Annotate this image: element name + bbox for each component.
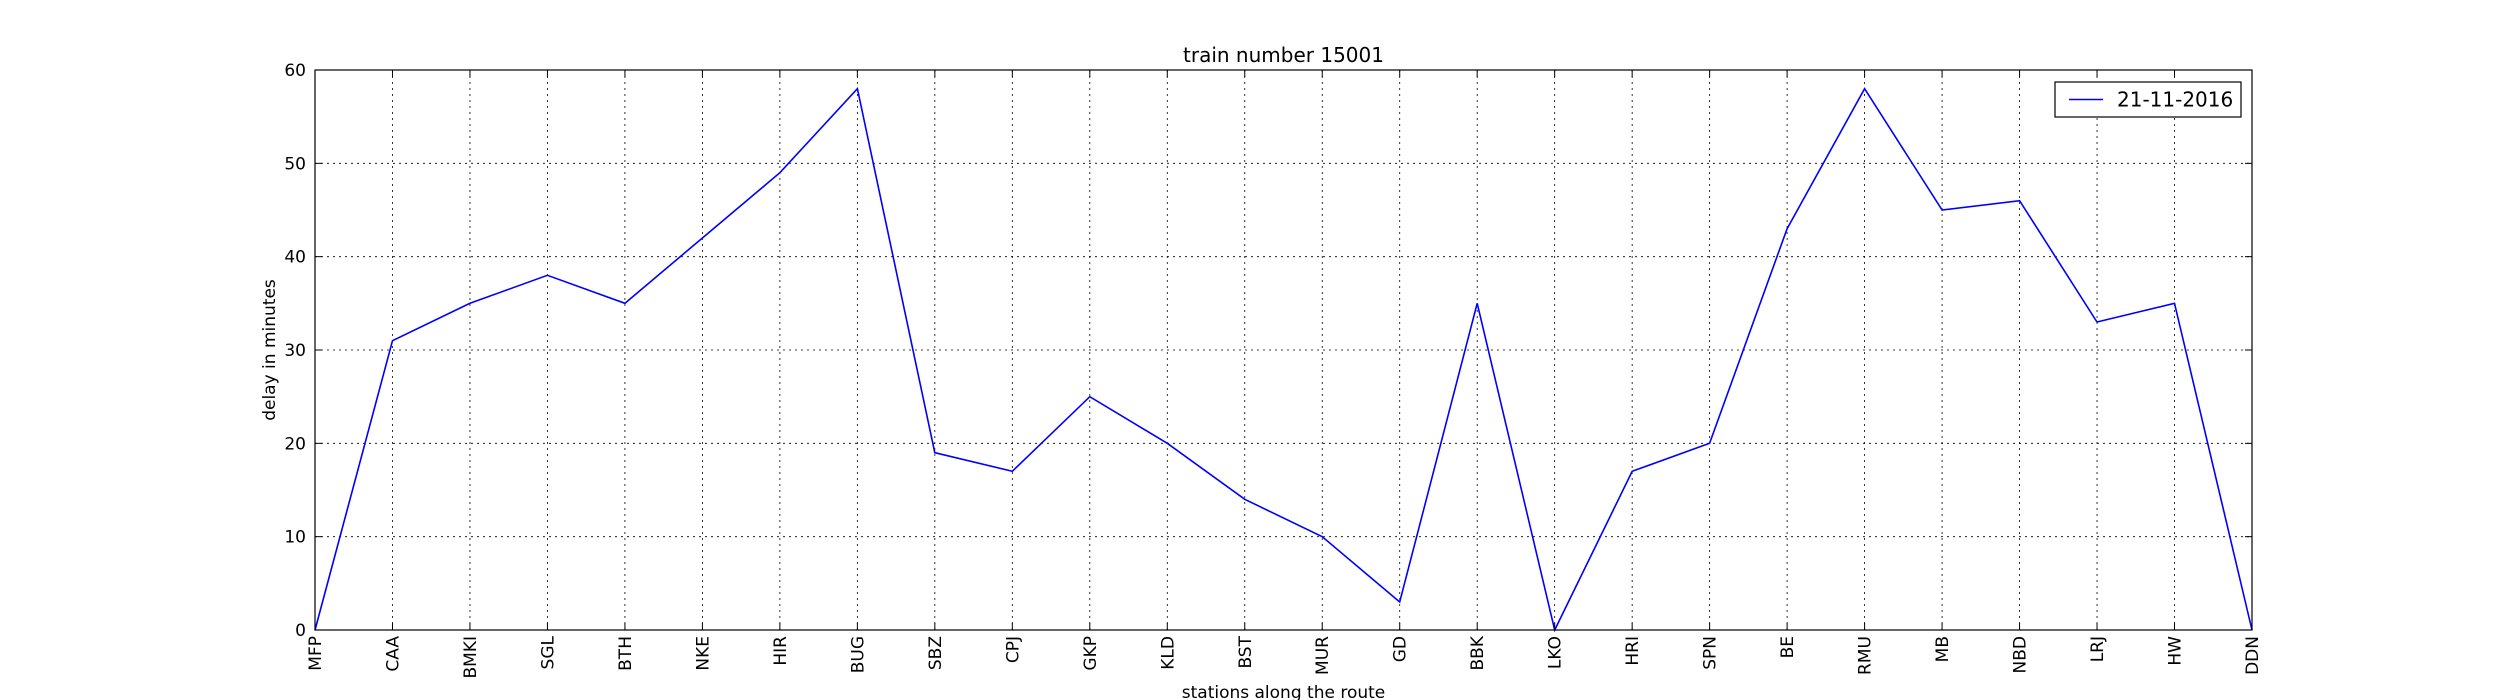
x-tick-label: CPJ: [1003, 636, 1023, 663]
x-tick-label: BMKI: [461, 636, 481, 679]
x-tick-label: BBK: [1468, 635, 1488, 670]
x-tick-label: BTH: [616, 636, 636, 671]
x-tick-label: LRJ: [2088, 636, 2108, 662]
legend: 21-11-2016: [2054, 81, 2242, 118]
x-axis-label: stations along the route: [1182, 683, 1386, 700]
x-tick-label: NKE: [693, 636, 713, 671]
x-tick-label: NBD: [2011, 636, 2031, 673]
y-tick-label: 0: [295, 621, 306, 641]
y-tick-label: 50: [284, 154, 306, 174]
y-tick-label: 60: [284, 61, 306, 81]
x-tick-label: HRI: [1623, 636, 1643, 666]
x-tick-label: KLD: [1158, 636, 1178, 670]
x-tick-label: MB: [1933, 636, 1953, 662]
ticks: MFP CAA BMKI SGL BTH NKE HIR BUG SBZ CPJ GKP KLD BST…: [284, 61, 2263, 679]
x-tick-label: SPN: [1701, 636, 1721, 670]
y-tick-label: 20: [284, 434, 306, 454]
x-tick-label: BUG: [848, 636, 868, 673]
y-axis-label: delay in minutes: [260, 279, 280, 421]
x-tick-label: CAA: [383, 636, 403, 672]
x-tick-label: BST: [1236, 635, 1256, 668]
x-tick-label: GKP: [1081, 636, 1101, 671]
x-tick-label: HIR: [771, 636, 791, 666]
x-tick-label: LKO: [1546, 636, 1566, 669]
y-tick-label: 10: [284, 528, 306, 548]
x-tick-label: BE: [1778, 636, 1798, 658]
x-tick-label: RMU: [1856, 636, 1876, 675]
x-tick-label: SGL: [538, 635, 558, 669]
series-layer: [314, 87, 2253, 633]
y-tick-label: 30: [284, 341, 306, 361]
x-tick-label: MUR: [1313, 636, 1333, 675]
legend-label: 21-11-2016: [2117, 88, 2233, 112]
y-tick-label: 40: [284, 248, 306, 268]
x-tick-label: DDN: [2243, 636, 2263, 675]
x-tick-label: HW: [2166, 636, 2186, 666]
x-tick-label: MFP: [306, 636, 326, 671]
x-tick-label: GD: [1391, 636, 1411, 662]
series-line: [314, 87, 2253, 633]
x-tick-label: SBZ: [926, 636, 946, 670]
chart-title: train number 15001: [1183, 43, 1384, 67]
